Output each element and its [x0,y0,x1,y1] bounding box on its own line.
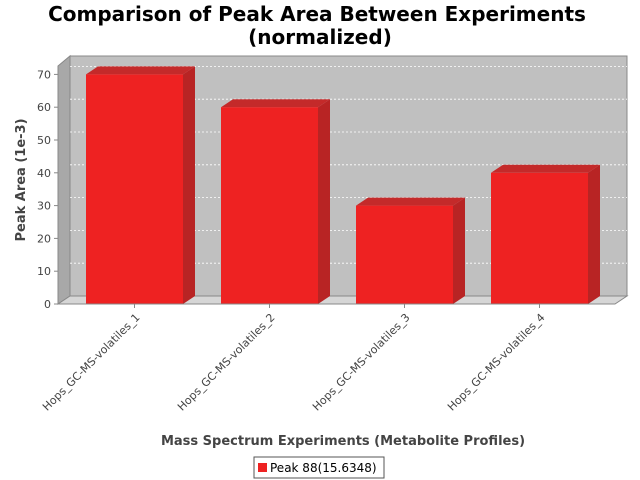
x-axis: Hops_GC-MS-volatiles_1 Hops_GC-MS-volatil… [40,303,615,413]
bar-front [86,74,183,305]
bar-4 [491,164,600,304]
bar-top [356,197,465,206]
x-ticks: Hops_GC-MS-volatiles_1 Hops_GC-MS-volatil… [40,304,548,413]
plot-left-wall [57,54,71,305]
bar-top [221,99,330,108]
bar-side [183,66,195,305]
bar-side [588,164,600,304]
y-tick-label: 60 [37,101,51,114]
y-tick-label: 30 [37,200,51,213]
y-axis-label: Peak Area (1e-3) [14,118,29,241]
x-tick-label: Hops_GC-MS-volatiles_2 [175,311,278,414]
y-tick-label: 70 [37,68,51,81]
chart-subtitle: (normalized) [248,25,392,49]
x-tick-label: Hops_GC-MS-volatiles_4 [445,311,548,414]
y-tick-label: 20 [37,232,51,245]
bar-2 [221,99,330,304]
y-tick-label: 40 [37,167,51,180]
y-axis: 0 10 20 30 40 50 60 70 [37,66,59,311]
y-tick-label: 50 [37,134,51,147]
bar-front [221,107,318,304]
x-axis-label: Mass Spectrum Experiments (Metabolite Pr… [161,434,525,449]
bar-top [491,164,600,173]
legend-label: Peak 88(15.6348) [270,461,377,475]
bar-3 [356,197,465,304]
legend-swatch [258,463,267,472]
plot-area [56,54,629,305]
bars [86,66,600,305]
x-tick-label: Hops_GC-MS-volatiles_3 [310,311,413,414]
bar-front [491,172,588,304]
x-tick-label: Hops_GC-MS-volatiles_1 [40,311,143,414]
chart-title: Comparison of Peak Area Between Experime… [48,2,586,26]
y-tick-label: 0 [44,298,51,311]
y-ticks: 0 10 20 30 40 50 60 70 [37,68,58,311]
y-tick-label: 10 [37,265,51,278]
bar-top [86,66,195,75]
bar-side [453,197,465,304]
legend: Peak 88(15.6348) [253,456,385,479]
bar-side [318,99,330,304]
legend-box [253,456,385,479]
bar-front [356,205,453,304]
bar-1 [86,66,195,305]
